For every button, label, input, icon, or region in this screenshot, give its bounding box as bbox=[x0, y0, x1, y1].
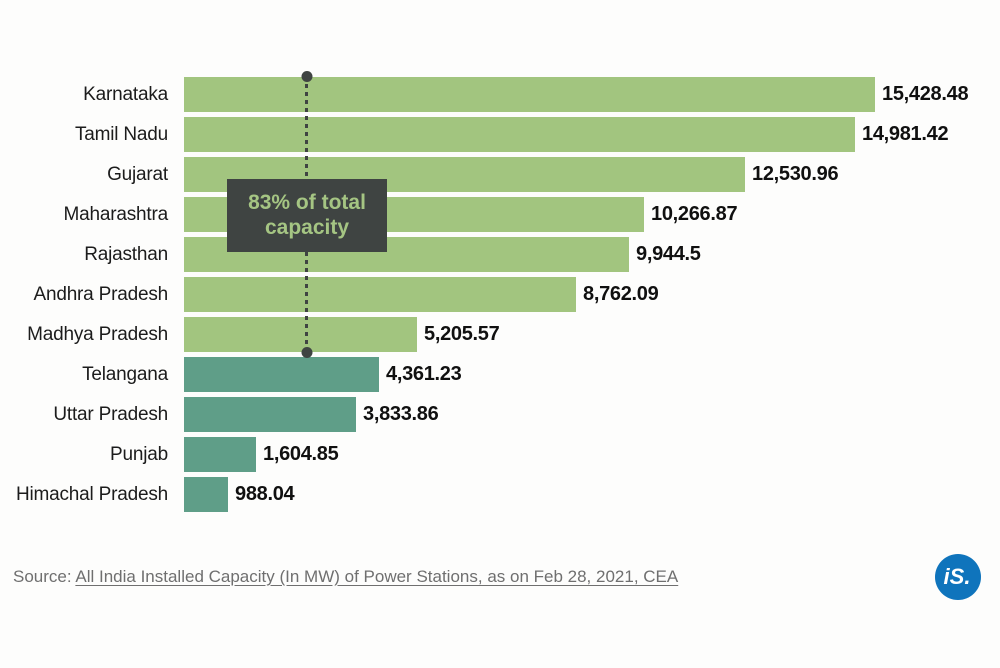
bar-row: Himachal Pradesh 988.04 bbox=[0, 477, 968, 512]
source-line: Source: All India Installed Capacity (In… bbox=[13, 567, 678, 587]
bar-row: Madhya Pradesh 5,205.57 bbox=[0, 317, 968, 352]
value-label: 10,266.87 bbox=[651, 203, 738, 225]
state-label: Madhya Pradesh bbox=[27, 323, 168, 345]
annotation-line-2: capacity bbox=[264, 215, 350, 239]
value-label: 8,762.09 bbox=[583, 283, 659, 305]
state-label: Tamil Nadu bbox=[74, 123, 168, 145]
bar-row: Gujarat 12,530.96 bbox=[0, 157, 968, 192]
value-label: 15,428.48 bbox=[882, 83, 969, 105]
bar-row: Karnataka 15,428.48 bbox=[0, 77, 969, 112]
value-label: 9,944.5 bbox=[636, 243, 701, 265]
bar-chart: Karnataka 15,428.48 Tamil Nadu 14,981.42… bbox=[0, 77, 969, 517]
bar-row: Telangana 4,361.23 bbox=[0, 357, 968, 392]
capacity-bar bbox=[184, 277, 576, 312]
bar-row: Maharashtra 10,266.87 bbox=[0, 197, 968, 232]
bar-row: Uttar Pradesh 3,833.86 bbox=[0, 397, 968, 432]
source-prefix: Source: bbox=[13, 567, 76, 586]
value-label: 5,205.57 bbox=[424, 323, 500, 345]
value-label: 3,833.86 bbox=[363, 403, 439, 425]
annotation-line-1: 83% of total bbox=[248, 191, 366, 215]
capacity-bar bbox=[184, 77, 875, 112]
state-label: Punjab bbox=[110, 443, 168, 465]
brand-logo: iS. bbox=[935, 554, 981, 600]
capacity-bar bbox=[184, 477, 228, 512]
state-label: Rajasthan bbox=[84, 243, 168, 265]
bar-row: Punjab 1,604.85 bbox=[0, 437, 968, 472]
bar-row: Tamil Nadu 14,981.42 bbox=[0, 117, 968, 152]
capacity-bar bbox=[184, 437, 256, 472]
value-label: 1,604.85 bbox=[263, 443, 339, 465]
dotted-line-bottom-dot bbox=[301, 347, 312, 358]
state-label: Gujarat bbox=[107, 163, 168, 185]
capacity-bar bbox=[184, 117, 855, 152]
source-link[interactable]: All India Installed Capacity (In MW) of … bbox=[75, 567, 679, 586]
value-label: 4,361.23 bbox=[386, 363, 462, 385]
state-label: Andhra Pradesh bbox=[33, 283, 168, 305]
brand-logo-text: iS. bbox=[943, 564, 971, 589]
bar-row: Rajasthan 9,944.5 bbox=[0, 237, 968, 272]
capacity-bar bbox=[184, 397, 356, 432]
state-label: Telangana bbox=[82, 363, 168, 385]
dotted-line-top-dot bbox=[301, 71, 312, 82]
capacity-bar bbox=[184, 317, 417, 352]
value-label: 12,530.96 bbox=[752, 163, 839, 185]
state-label: Karnataka bbox=[83, 83, 168, 105]
value-label: 14,981.42 bbox=[862, 123, 949, 145]
state-label: Maharashtra bbox=[63, 203, 169, 225]
state-label: Uttar Pradesh bbox=[53, 403, 168, 425]
annotation-callout: 83% of total capacity bbox=[227, 179, 387, 252]
capacity-bar bbox=[184, 357, 379, 392]
state-label: Himachal Pradesh bbox=[15, 483, 168, 505]
value-label: 988.04 bbox=[235, 483, 295, 505]
bar-row: Andhra Pradesh 8,762.09 bbox=[0, 277, 968, 312]
